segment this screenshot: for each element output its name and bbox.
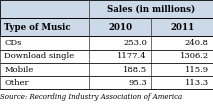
Text: Mobile: Mobile xyxy=(4,66,33,74)
Text: 2011: 2011 xyxy=(170,23,194,32)
Bar xyxy=(0,63,213,76)
Text: 188.5: 188.5 xyxy=(123,66,147,74)
Bar xyxy=(0,18,213,36)
Bar xyxy=(0,50,213,63)
Text: 253.0: 253.0 xyxy=(123,39,147,47)
Bar xyxy=(0,0,213,18)
Text: 113.3: 113.3 xyxy=(185,79,209,87)
Bar xyxy=(0,36,213,50)
Text: CDs: CDs xyxy=(4,39,22,47)
Text: 1306.2: 1306.2 xyxy=(180,52,209,60)
Text: 95.3: 95.3 xyxy=(128,79,147,87)
Text: 1177.4: 1177.4 xyxy=(117,52,147,60)
Text: Other: Other xyxy=(4,79,29,87)
Text: Source: Recording Industry Association of America: Source: Recording Industry Association o… xyxy=(0,93,182,101)
Bar xyxy=(0,50,213,63)
Bar xyxy=(0,18,213,36)
Text: 2010: 2010 xyxy=(108,23,132,32)
Text: 115.9: 115.9 xyxy=(185,66,209,74)
Text: Sales (in millions): Sales (in millions) xyxy=(107,5,195,14)
Text: 240.8: 240.8 xyxy=(185,39,209,47)
Text: Type of Music: Type of Music xyxy=(4,23,71,32)
Bar xyxy=(0,76,213,89)
Bar xyxy=(0,36,213,50)
Text: Download single: Download single xyxy=(4,52,74,60)
Bar xyxy=(0,63,213,76)
Bar xyxy=(0,0,213,18)
Bar xyxy=(0,76,213,89)
